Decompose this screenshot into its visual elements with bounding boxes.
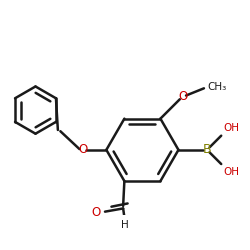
Text: O: O	[178, 90, 188, 103]
Text: OH: OH	[224, 166, 240, 176]
Text: OH: OH	[224, 123, 240, 133]
Text: H: H	[120, 220, 128, 230]
Text: B: B	[203, 143, 211, 156]
Text: O: O	[78, 143, 87, 156]
Text: O: O	[92, 206, 101, 219]
Text: CH₃: CH₃	[208, 82, 227, 92]
